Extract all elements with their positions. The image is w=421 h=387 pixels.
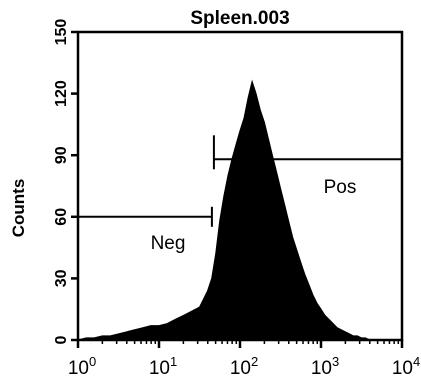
x-tick-label-100: 102	[230, 354, 258, 379]
y-axis-ticks: 0 30 60 90 120 150	[53, 19, 78, 344]
y-tick-label-150: 150	[53, 19, 70, 46]
x-tick-base: 10	[149, 358, 170, 379]
plot-marks	[77, 79, 370, 341]
x-tick-exponent: 1	[170, 354, 177, 369]
x-tick-base: 10	[311, 358, 332, 379]
y-tick-label-30: 30	[53, 269, 70, 287]
plot-frame	[76, 30, 404, 342]
x-tick-label-1000: 103	[311, 354, 339, 379]
gates: Neg Pos	[78, 135, 402, 254]
y-axis-label: Counts	[9, 179, 28, 238]
x-tick-exponent: 3	[332, 354, 339, 369]
x-tick-exponent: 0	[89, 354, 96, 369]
x-tick-label-10: 101	[149, 354, 177, 379]
x-tick-base: 10	[392, 358, 413, 379]
x-axis-ticks: 100 101 102 103 104	[68, 340, 420, 379]
x-tick-base: 10	[68, 358, 89, 379]
x-tick-base: 10	[230, 358, 251, 379]
x-tick-label-1: 100	[68, 354, 96, 379]
histogram-area	[77, 79, 370, 341]
y-tick-label-120: 120	[53, 80, 70, 107]
chart-title: Spleen.003	[190, 8, 289, 29]
x-tick-exponent: 2	[251, 354, 258, 369]
x-tick-exponent: 4	[413, 354, 420, 369]
gate-pos-label: Pos	[324, 177, 357, 198]
x-tick-label-10000: 104	[392, 354, 420, 379]
y-tick-label-90: 90	[53, 146, 70, 164]
gate-neg-label: Neg	[151, 233, 186, 254]
y-tick-label-60: 60	[53, 208, 70, 226]
y-tick-label-0: 0	[53, 335, 70, 344]
